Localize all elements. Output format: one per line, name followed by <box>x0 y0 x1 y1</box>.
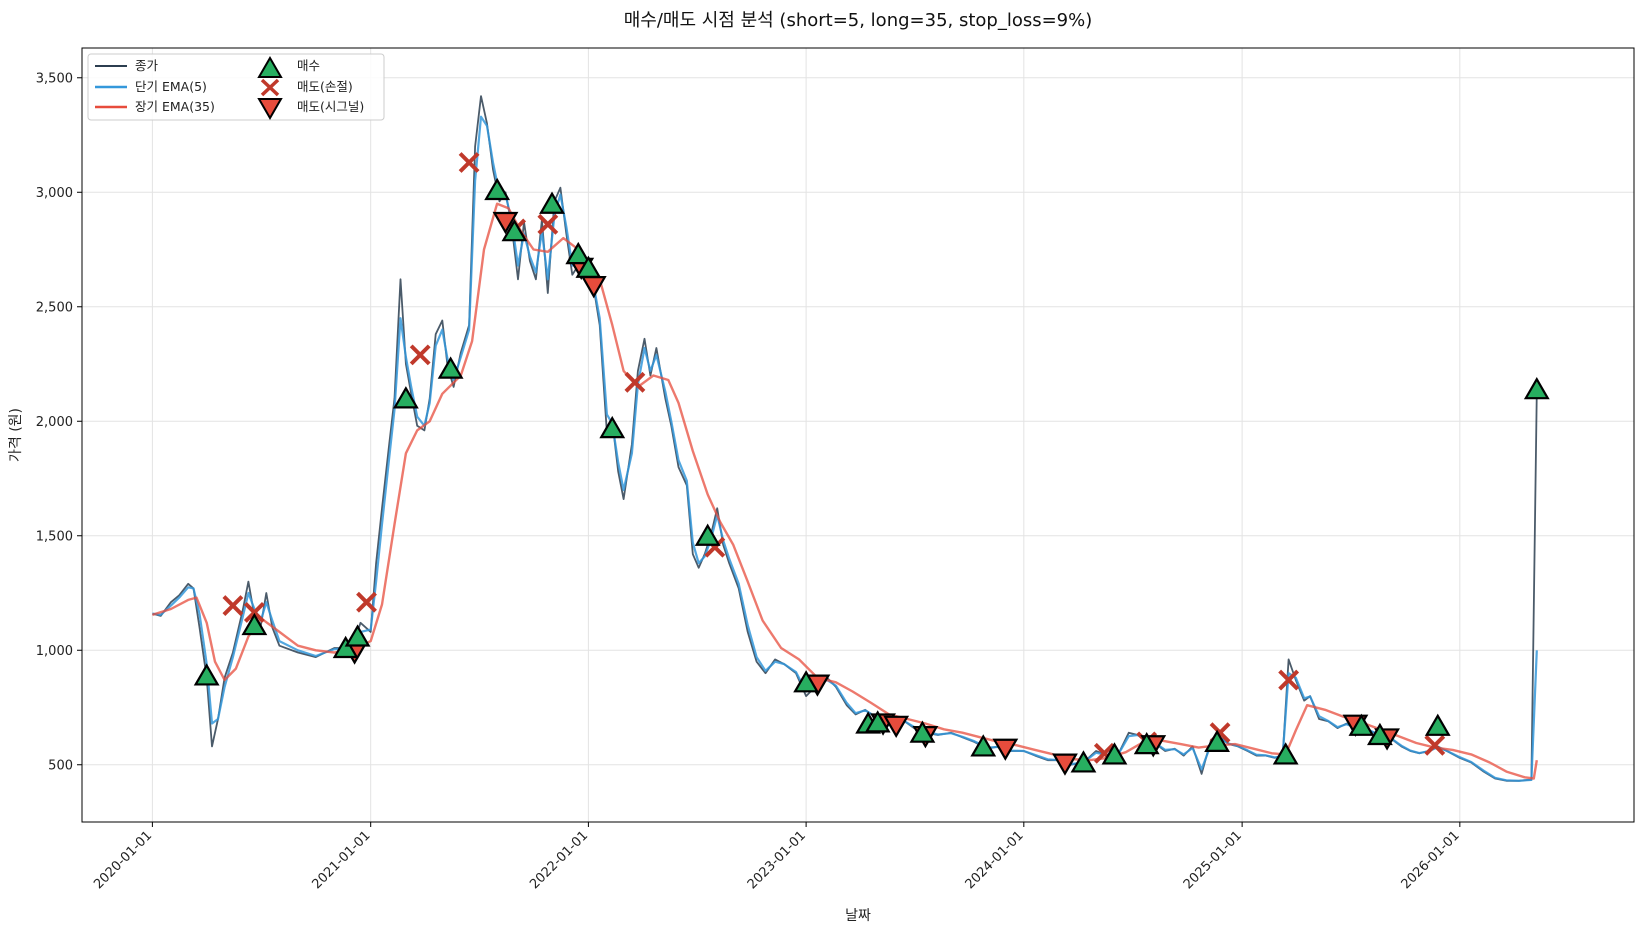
legend-stop-marker <box>260 78 280 97</box>
plot-frame <box>81 47 1635 823</box>
buy-marker <box>392 386 419 409</box>
buy-marker <box>565 241 592 265</box>
sell-stop-stroke <box>222 595 244 617</box>
legend-sell-label: 매도(시그널) <box>297 99 364 114</box>
y-tick-label: 1,500 <box>36 529 73 544</box>
legend: 종가 단기 EMA(5) 장기 EMA(35) 매수 매도(손절) 매도(시그널… <box>87 53 385 121</box>
sell-stop-marker <box>1278 669 1300 691</box>
sell-stop-marker <box>537 213 559 235</box>
sell-stop-stroke <box>704 536 726 558</box>
sell-stop-stroke <box>1424 734 1446 756</box>
y-tick-label: 500 <box>48 758 73 773</box>
legend-buy-marker <box>257 56 283 78</box>
y-axis-title: 가격 (원) <box>8 408 24 462</box>
sell-stop-stroke <box>409 344 431 366</box>
sell-stop-marker <box>356 591 377 613</box>
sell-stop-stroke <box>1093 742 1115 764</box>
grid <box>82 48 1634 822</box>
buy-marker <box>793 670 820 693</box>
buy-marker <box>1204 729 1230 752</box>
sell-stop-stroke <box>624 371 646 393</box>
legend-close-label: 종가 <box>135 58 159 73</box>
y-tick-label: 2,000 <box>36 415 73 430</box>
legend-ema-short-label: 단기 EMA(5) <box>135 79 207 94</box>
sell-signal-marker <box>492 211 519 235</box>
sell-stop-stroke <box>243 602 265 623</box>
y-tick-label: 3,500 <box>36 71 73 86</box>
sell-stop-marker <box>243 602 265 623</box>
buy-marker <box>575 255 602 278</box>
legend-buy-label: 매수 <box>297 58 320 73</box>
series-line-2 <box>152 202 1538 780</box>
buy-marker <box>1101 742 1128 765</box>
series-line-1 <box>152 115 1538 782</box>
buy-marker <box>694 523 721 546</box>
buy-marker <box>539 191 565 214</box>
buy-marker <box>970 734 997 757</box>
sell-stop-stroke <box>458 152 480 173</box>
legend-sell-marker <box>257 98 283 120</box>
buy-marker <box>1272 742 1299 765</box>
sell-stop-marker <box>624 371 646 393</box>
sell-signal-marker <box>1052 753 1078 776</box>
y-tick-label: 2,500 <box>36 300 73 315</box>
marker-layer <box>193 152 1550 776</box>
buy-marker <box>1348 713 1375 736</box>
buy-marker <box>437 356 464 379</box>
buy-marker <box>1523 377 1550 400</box>
sell-stop-stroke <box>1278 669 1300 691</box>
series-layer <box>152 95 1538 782</box>
buy-marker <box>1070 750 1097 773</box>
buy-marker <box>864 710 891 733</box>
buy-marker <box>344 624 371 647</box>
buy-marker <box>1424 713 1451 736</box>
legend-stop-label: 매도(손절) <box>297 79 353 94</box>
legend-box <box>87 53 385 121</box>
buy-marker <box>484 177 511 201</box>
buy-marker <box>909 720 936 743</box>
sell-stop-marker <box>458 152 480 173</box>
buy-marker <box>1366 722 1393 746</box>
sell-stop-marker <box>409 344 431 366</box>
chart-title: 매수/매도 시점 분석 (short=5, long=35, stop_loss… <box>624 10 1093 31</box>
buy-marker <box>599 415 626 439</box>
sell-stop-marker <box>222 595 244 617</box>
x-axis-title: 날짜 <box>845 908 871 924</box>
buy-marker <box>241 612 268 636</box>
sell-signal-marker <box>883 715 910 739</box>
y-tick-label: 3,000 <box>36 186 73 201</box>
sell-stop-stroke <box>356 591 377 613</box>
sell-stop-stroke <box>537 213 559 235</box>
sell-stop-marker <box>1424 734 1446 756</box>
legend-ema-long-label: 장기 EMA(35) <box>135 99 215 114</box>
buy-marker <box>1133 731 1160 755</box>
sell-signal-marker <box>992 738 1019 761</box>
buy-marker <box>332 635 359 659</box>
buy-marker <box>501 218 528 242</box>
y-tick-label: 1,000 <box>36 644 73 659</box>
buy-marker <box>193 663 220 686</box>
